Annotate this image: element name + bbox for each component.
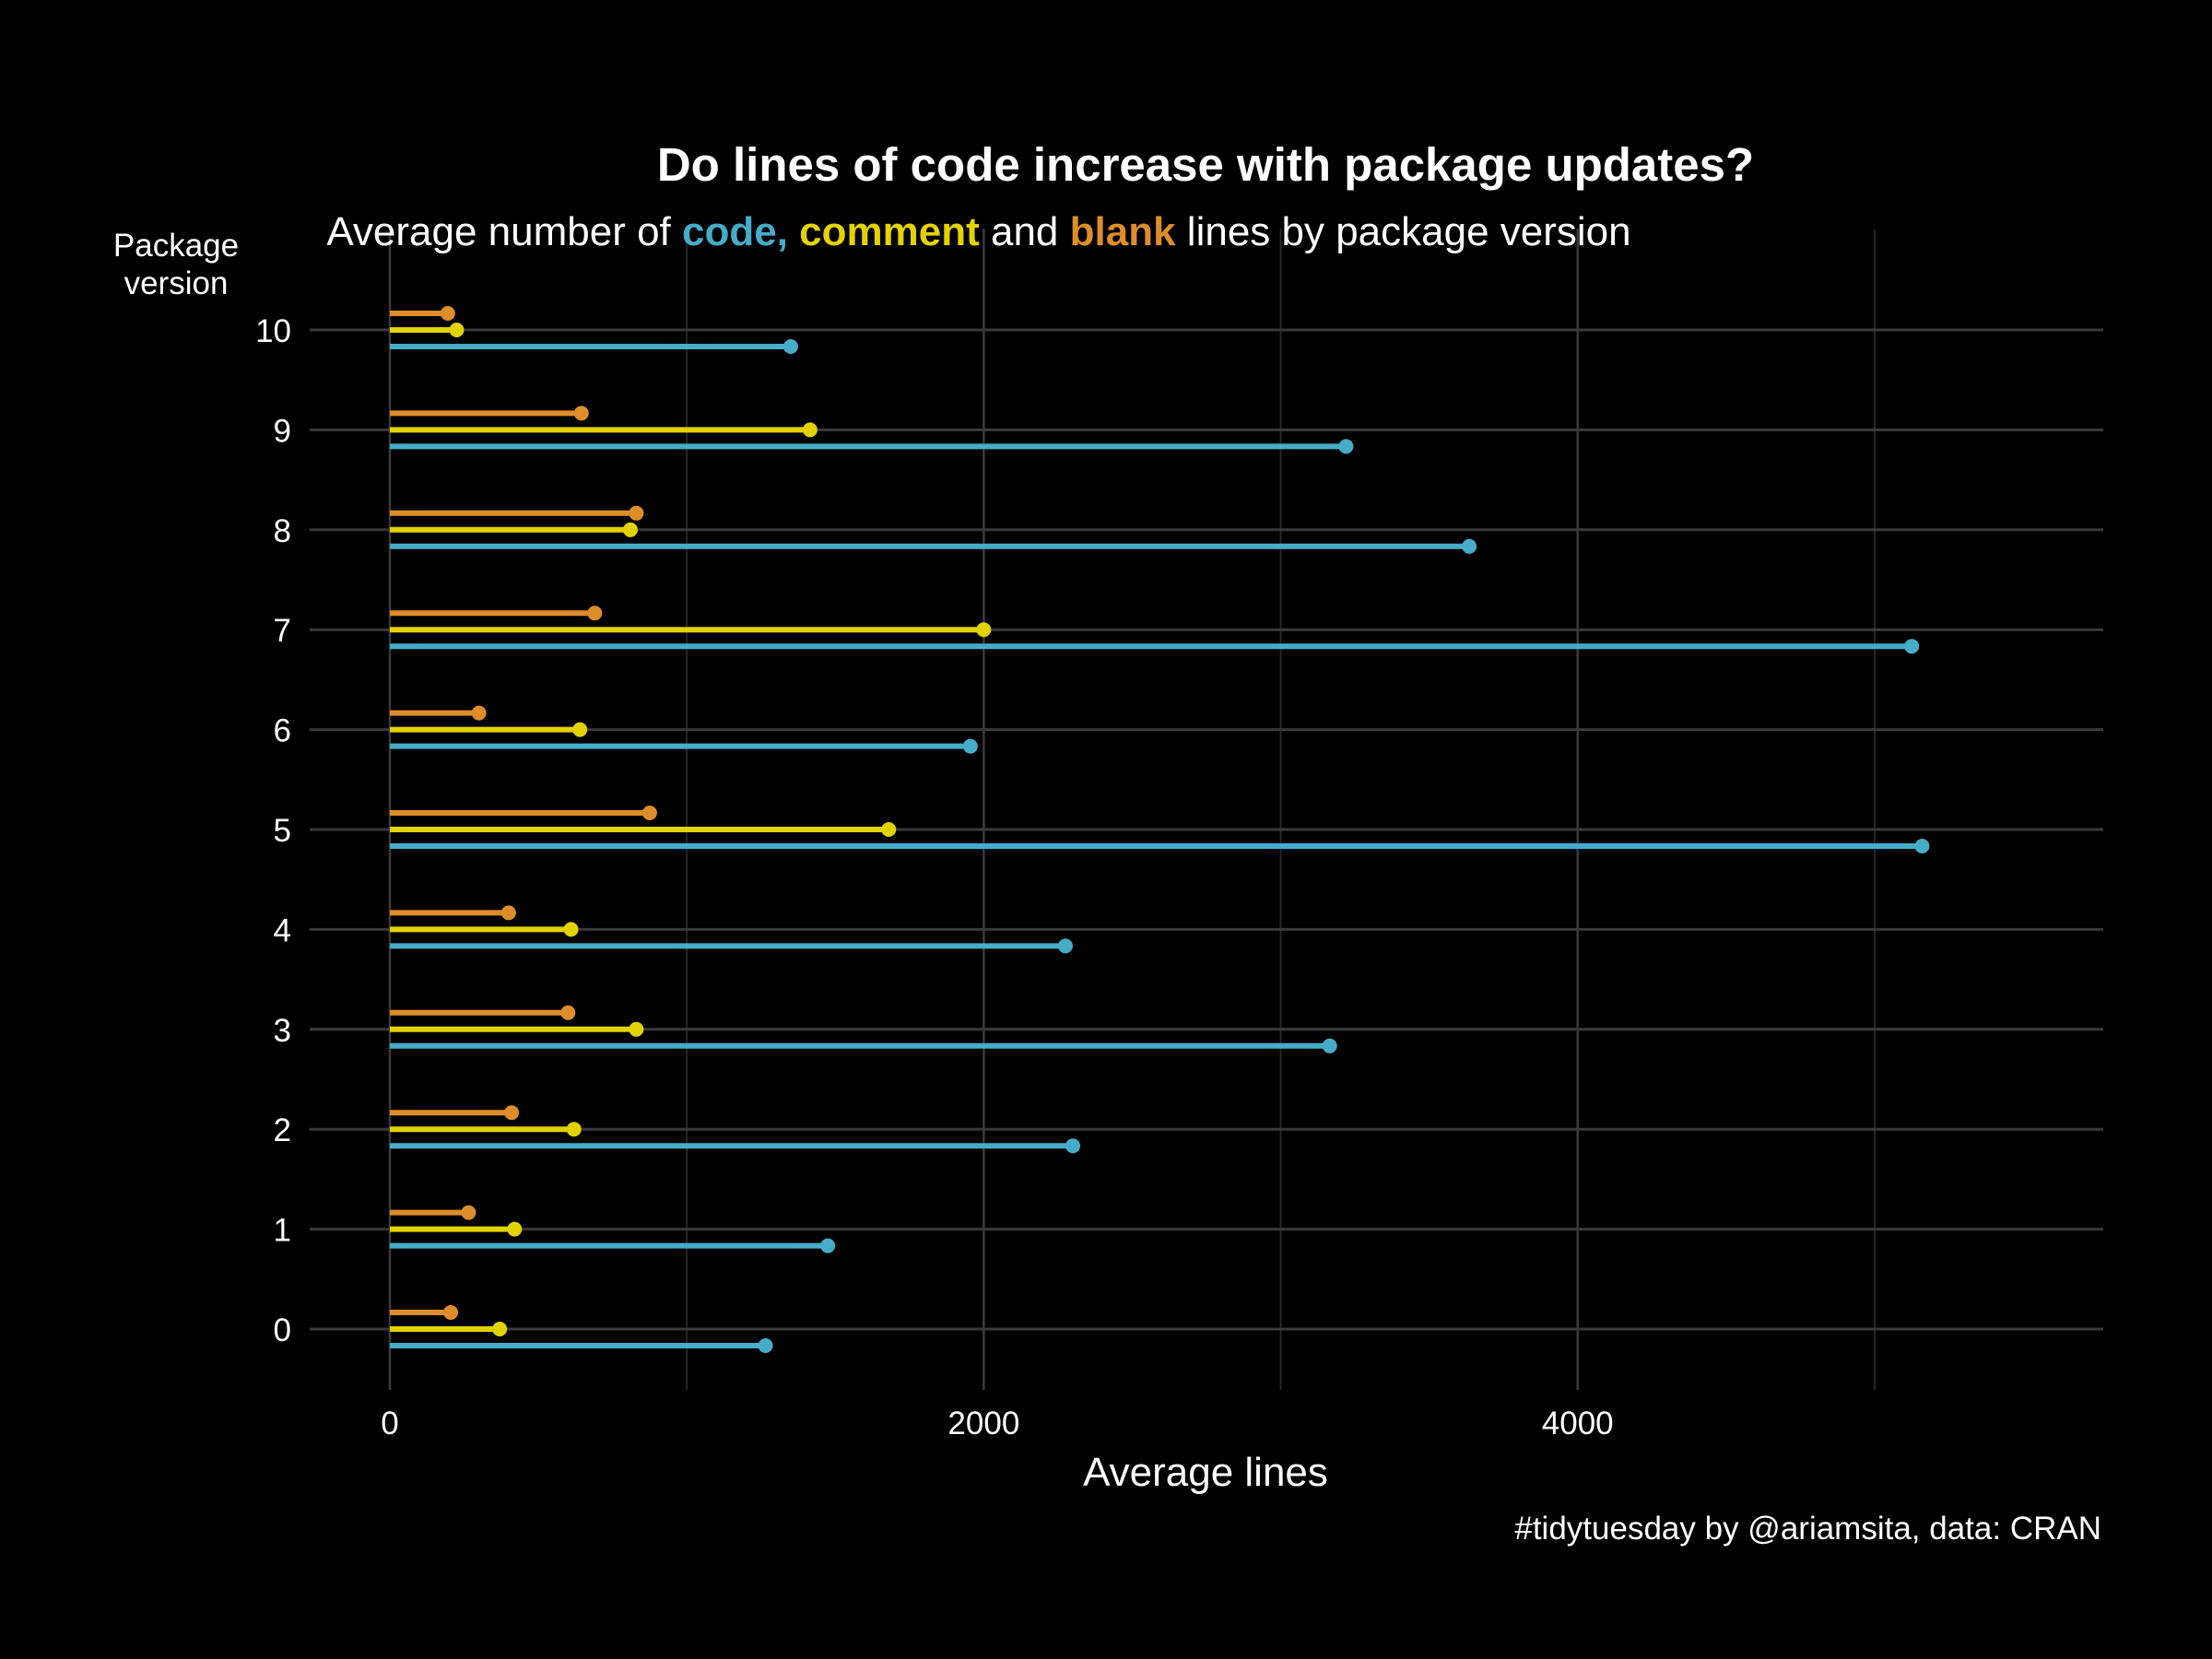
code-point <box>820 1238 836 1253</box>
code-point <box>758 1338 773 1353</box>
y-axis-title-line: version <box>124 265 229 301</box>
subtitle-and-word: and <box>991 209 1058 254</box>
comment-point <box>566 1122 582 1137</box>
marks-layer <box>389 306 1930 1353</box>
code-point <box>1914 839 1930 853</box>
comment-point <box>572 722 588 737</box>
y-tick-label: 8 <box>274 513 291 549</box>
x-tick-label: 2000 <box>947 1406 1019 1441</box>
blank-point <box>471 705 487 721</box>
blank-point <box>461 1205 477 1220</box>
subtitle-suffix: lines by package version <box>1187 209 1631 254</box>
code-point <box>782 339 798 354</box>
y-tick-label: 4 <box>274 912 291 948</box>
y-tick-label: 1 <box>274 1213 291 1249</box>
y-tick-label: 0 <box>274 1312 291 1348</box>
y-tick-label: 3 <box>274 1013 291 1049</box>
code-point <box>962 738 978 754</box>
subtitle-code-word: code, <box>682 209 788 254</box>
comment-point <box>629 1021 644 1037</box>
y-tick-label: 10 <box>255 313 291 349</box>
code-point <box>1462 538 1477 554</box>
x-tick-label: 0 <box>381 1406 398 1441</box>
code-point <box>1057 938 1073 954</box>
y-axis-title: Package version <box>113 228 239 301</box>
blank-point <box>500 905 516 921</box>
blank-point <box>440 306 455 321</box>
comment-point <box>802 422 818 438</box>
chart-subtitle: Average number of code, comment and blan… <box>326 209 1630 254</box>
comment-point <box>976 622 992 638</box>
y-axis-title-line: Package <box>113 228 239 264</box>
x-axis-title: Average lines <box>1083 1450 1328 1495</box>
chart-title: Do lines of code increase with package u… <box>657 138 1754 191</box>
comment-point <box>622 522 638 537</box>
y-tick-label: 9 <box>274 413 291 449</box>
blank-point <box>573 406 589 421</box>
comment-point <box>563 922 579 937</box>
y-tick-label: 7 <box>274 613 291 649</box>
blank-point <box>641 806 657 820</box>
comment-point <box>507 1221 523 1237</box>
ticks-layer: 0 1 2 3 4 5 6 7 8 9 10 0 2000 4000 <box>255 313 1614 1441</box>
code-point <box>1065 1138 1081 1154</box>
x-tick-label: 4000 <box>1542 1406 1614 1441</box>
grid-layer <box>310 229 2103 1390</box>
code-point <box>1322 1038 1337 1053</box>
blank-point <box>560 1005 576 1020</box>
blank-point <box>504 1105 520 1121</box>
comment-point <box>492 1322 508 1336</box>
comment-point <box>881 822 897 837</box>
blank-point <box>443 1305 459 1320</box>
subtitle-comment-word: comment <box>799 209 980 254</box>
y-tick-label: 5 <box>274 813 291 849</box>
subtitle-blank-word: blank <box>1070 209 1176 254</box>
y-tick-label: 6 <box>274 713 291 749</box>
code-point <box>1904 639 1920 654</box>
code-point <box>1338 439 1354 454</box>
blank-point <box>587 606 603 621</box>
comment-point <box>449 323 465 337</box>
subtitle-prefix: Average number of <box>326 209 671 254</box>
caption: #tidytuesday by @ariamsita, data: CRAN <box>1514 1511 2101 1547</box>
y-tick-label: 2 <box>274 1112 291 1148</box>
blank-point <box>629 505 644 521</box>
